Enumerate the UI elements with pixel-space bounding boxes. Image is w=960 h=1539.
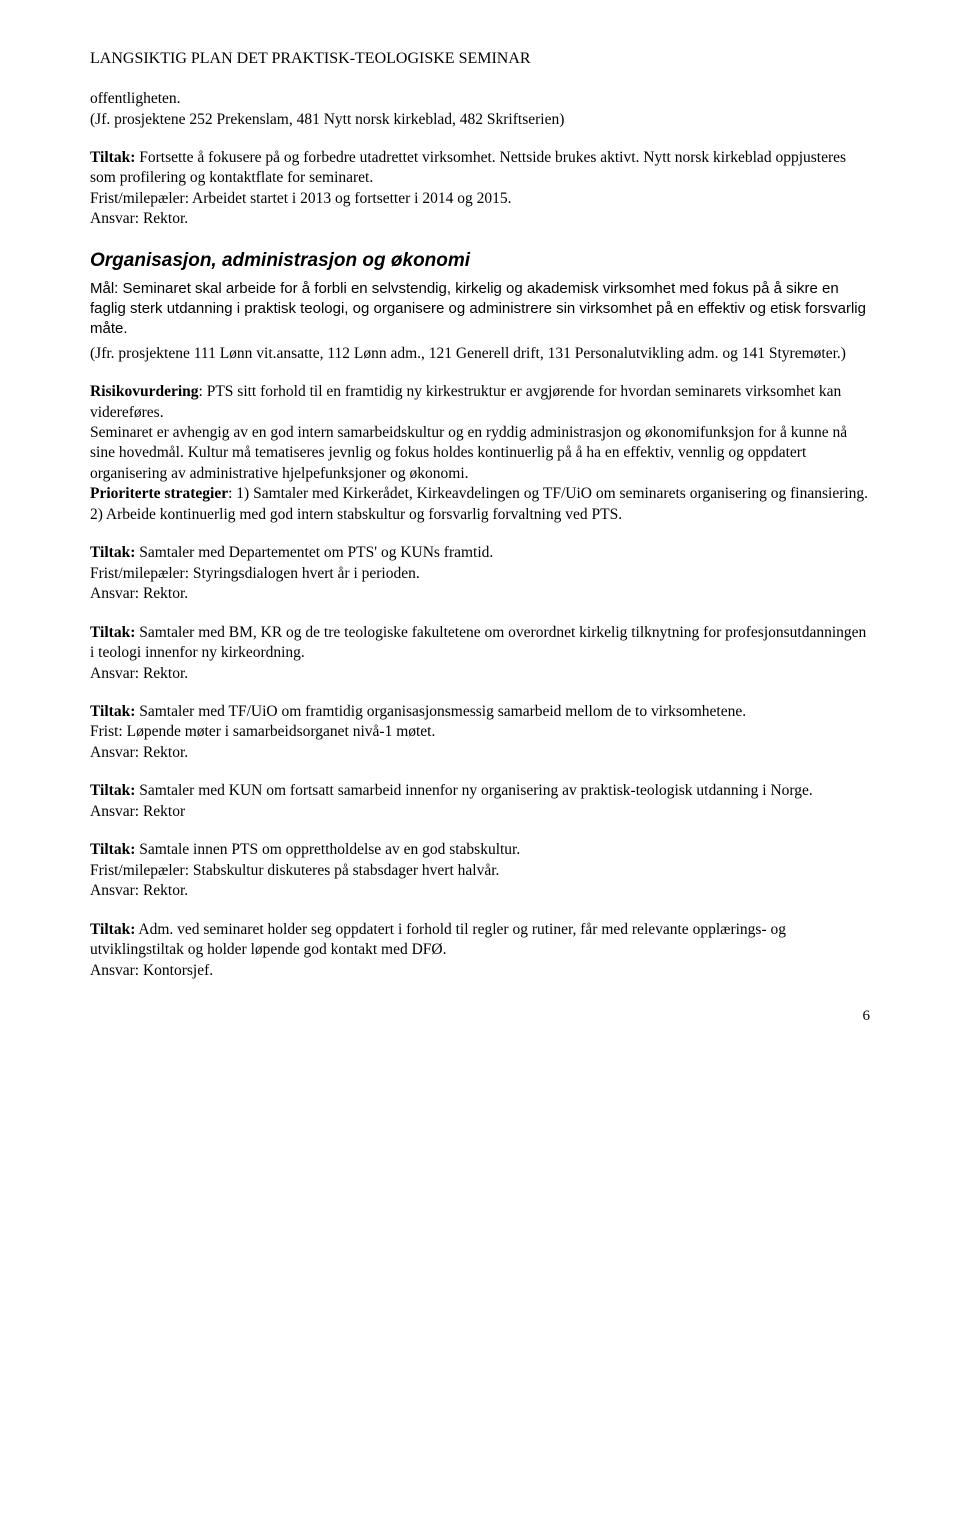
document-page: LANGSIKTIG PLAN DET PRAKTISK-TEOLOGISKE … [0,0,960,1075]
text: (Jf. prosjektene 252 Prekenslam, 481 Nyt… [90,111,564,128]
text: Samtaler med Departementet om PTS' og KU… [135,544,493,561]
page-number: 6 [90,1007,870,1027]
text: Seminaret skal arbeide for å forbli en s… [90,280,866,338]
tiltak-block-6: Tiltak: Samtale innen PTS om oppretthold… [90,840,870,901]
text: Samtale innen PTS om opprettholdelse av … [135,841,520,858]
tiltak-block-3: Tiltak: Samtaler med BM, KR og de tre te… [90,623,870,684]
text: Frist: Løpende møter i samarbeidsorganet… [90,723,435,740]
goal-paragraph: Mål: Seminaret skal arbeide for å forbli… [90,279,870,340]
text: Seminaret er avhengig av en god intern s… [90,424,847,482]
text: : 1) Samtaler med Kirkerådet, Kirkeavdel… [228,485,868,502]
text: Ansvar: Rektor. [90,585,188,602]
risk-label: Risikovurdering [90,383,199,400]
text: Samtaler med BM, KR og de tre teologiske… [90,624,866,661]
tiltak-label: Tiltak: [90,544,135,561]
jfr-paragraph: (Jfr. prosjektene 111 Lønn vit.ansatte, … [90,344,870,364]
tiltak-block-4: Tiltak: Samtaler med TF/UiO om framtidig… [90,702,870,763]
text: Ansvar: Rektor. [90,882,188,899]
priority-label: Prioriterte strategier [90,485,228,502]
paragraph-offentligheten: offentligheten. (Jf. prosjektene 252 Pre… [90,89,870,130]
text: Frist/milepæler: Styringsdialogen hvert … [90,565,420,582]
text: Adm. ved seminaret holder seg oppdatert … [90,921,786,958]
text: Frist/milepæler: Stabskultur diskuteres … [90,862,499,879]
text: Samtaler med TF/UiO om framtidig organis… [135,703,746,720]
tiltak-block-5: Tiltak: Samtaler med KUN om fortsatt sam… [90,781,870,822]
text: Samtaler med KUN om fortsatt samarbeid i… [135,782,812,799]
text: Ansvar: Rektor. [90,665,188,682]
text: Ansvar: Kontorsjef. [90,962,213,979]
tiltak-label: Tiltak: [90,624,135,641]
text: Ansvar: Rektor. [90,210,188,227]
goal-label: Mål: [90,280,123,297]
section-heading: Organisasjon, administrasjon og økonomi [90,248,870,273]
page-header: LANGSIKTIG PLAN DET PRAKTISK-TEOLOGISKE … [90,48,870,69]
text: Ansvar: Rektor [90,803,185,820]
tiltak-label: Tiltak: [90,703,135,720]
tiltak-label: Tiltak: [90,149,135,166]
tiltak-label: Tiltak: [90,782,135,799]
text: : PTS sitt forhold til en framtidig ny k… [90,383,841,420]
text: Frist/milepæler: Arbeidet startet i 2013… [90,190,511,207]
risk-priority-block: Risikovurdering: PTS sitt forhold til en… [90,382,870,525]
tiltak-block-2: Tiltak: Samtaler med Departementet om PT… [90,543,870,604]
tiltak-label: Tiltak: [90,841,135,858]
text: Fortsette å fokusere på og forbedre utad… [90,149,846,186]
text: 2) Arbeide kontinuerlig med god intern s… [90,506,622,523]
text: offentligheten. [90,90,181,107]
text: Ansvar: Rektor. [90,744,188,761]
tiltak-block-7: Tiltak: Adm. ved seminaret holder seg op… [90,920,870,981]
tiltak-label: Tiltak: [90,921,135,938]
tiltak-block-1: Tiltak: Fortsette å fokusere på og forbe… [90,148,870,230]
